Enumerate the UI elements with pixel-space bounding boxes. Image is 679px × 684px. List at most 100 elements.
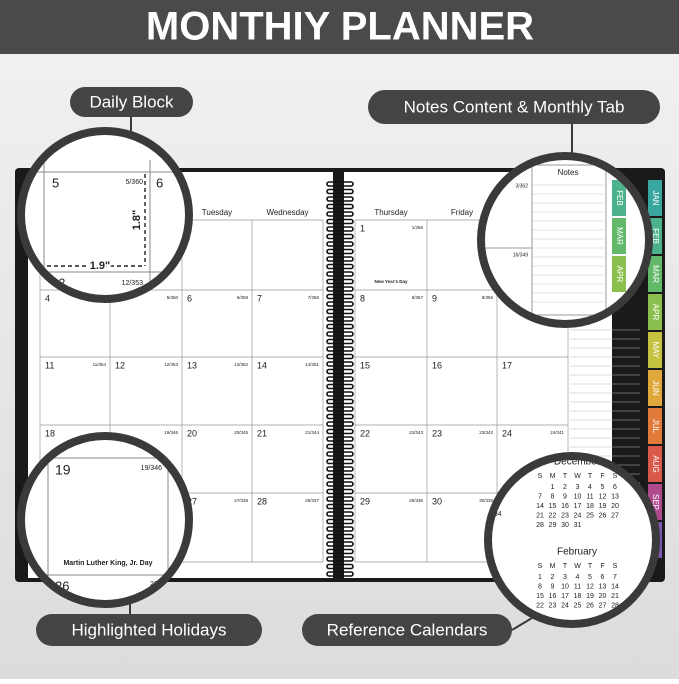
- title: MONTHIY PLANNER: [146, 5, 534, 49]
- day-number: 17: [502, 360, 512, 370]
- day-number: 1: [360, 223, 365, 233]
- spiral-loop: [326, 556, 354, 562]
- month-tab-label: FEB: [615, 190, 624, 206]
- day-of-year: 30/335: [479, 498, 493, 503]
- spiral-loop: [326, 436, 354, 442]
- weekday-header: Tuesday: [202, 208, 232, 217]
- day-number: 19: [55, 462, 71, 478]
- date: 3: [563, 574, 567, 581]
- month-tab: [648, 294, 662, 330]
- spiral-loop: [326, 331, 354, 337]
- spiral-loop: [326, 256, 354, 262]
- month-tab: [648, 180, 662, 216]
- weekday-header: Friday: [451, 208, 473, 217]
- month-tab-label: FEB: [651, 228, 660, 244]
- day-number: 12: [115, 360, 125, 370]
- day-number: 5: [52, 175, 59, 190]
- callout-label: Reference Calendars: [327, 620, 488, 639]
- month-tab-label: SEP: [651, 494, 660, 510]
- day-of-year: 29/336: [409, 498, 423, 503]
- date: 31: [574, 522, 582, 529]
- date: 8: [551, 493, 555, 500]
- day-of-year: 3/362: [515, 183, 528, 189]
- spiral-loop: [326, 248, 354, 255]
- month-tab-label: JAN: [651, 190, 660, 205]
- spiral-loop: [326, 481, 354, 487]
- callout-pill: [70, 87, 193, 117]
- date: 3: [576, 484, 580, 491]
- day-number: 23: [432, 428, 442, 438]
- connector: [511, 617, 533, 631]
- day-number: 21: [257, 428, 267, 438]
- weekday: M: [550, 473, 556, 480]
- spiral-loop: [326, 301, 354, 307]
- day-number: 7: [257, 293, 262, 303]
- spiral-loop: [326, 203, 354, 210]
- month-tab-label: JUN: [651, 380, 660, 396]
- day-of-year: 5/360: [125, 179, 143, 186]
- spiral-loop: [326, 548, 354, 555]
- day-of-year: 24/341: [550, 430, 564, 435]
- spiral-loop: [326, 271, 354, 277]
- callout-pill: [302, 614, 512, 646]
- weekday: S: [613, 563, 618, 570]
- month-tab-label: MAR: [651, 265, 660, 283]
- weekday: M: [550, 563, 556, 570]
- spiral-loop: [326, 533, 354, 540]
- spiral-loop: [326, 571, 354, 577]
- month-tab-label: JUL: [651, 419, 660, 434]
- date: 22: [549, 512, 557, 519]
- spiral-loop: [326, 188, 354, 195]
- date: 29: [549, 522, 557, 529]
- weekday: W: [574, 563, 581, 570]
- spiral-loop: [326, 406, 354, 412]
- title-bar: [0, 0, 679, 54]
- date: 9: [563, 493, 567, 500]
- day-number: 20: [187, 428, 197, 438]
- day-number: 16: [432, 360, 442, 370]
- spiral-loop: [326, 458, 354, 465]
- spiral-loop: [326, 181, 354, 187]
- spiral-loop: [326, 421, 354, 427]
- date: 20: [611, 503, 619, 510]
- day-of-year: 23/342: [479, 430, 493, 435]
- spiral-loop: [326, 323, 354, 330]
- day-of-year: 22/343: [409, 430, 423, 435]
- spiral-loop: [326, 278, 354, 285]
- callouts: Daily Block Notes Content & Monthly Tab Hi…: [36, 87, 660, 646]
- date: 6: [613, 484, 617, 491]
- day-of-year: 11/354: [93, 362, 107, 367]
- spiral-loop: [326, 361, 354, 367]
- month-tab: [648, 332, 662, 368]
- month-tab: [612, 180, 626, 216]
- spiral-loop: [326, 503, 354, 510]
- date: 21: [611, 593, 619, 600]
- date: 9: [551, 583, 555, 590]
- date: 25: [574, 602, 582, 609]
- month-tab: [648, 370, 662, 406]
- day-of-year: 13/352: [234, 362, 248, 367]
- date: 19: [599, 503, 607, 510]
- spiral: [326, 181, 354, 577]
- spiral-loop: [326, 496, 354, 502]
- day-of-year: 20/345: [234, 430, 248, 435]
- day-number: 22: [360, 428, 370, 438]
- magnifier-rim: [17, 127, 193, 303]
- notes-area: [531, 164, 607, 316]
- month-tab: [648, 256, 662, 292]
- date: 18: [574, 593, 582, 600]
- day-number: 8: [360, 293, 365, 303]
- magnifiers: 5 5/360 61.8"1.9"12 12/353Notes3/36216/349F…: [17, 127, 660, 628]
- spiral-loop: [326, 316, 354, 322]
- spiral-loop: [326, 428, 354, 435]
- date: 28: [536, 522, 544, 529]
- date: 27: [611, 512, 619, 519]
- date: 24: [574, 512, 582, 519]
- day-of-year: 19/346: [164, 430, 178, 435]
- spiral-loop: [326, 518, 354, 525]
- magnifier-lens: [488, 456, 656, 624]
- spiral-loop: [326, 473, 354, 480]
- callout-label: Daily Block: [89, 92, 174, 111]
- day-number: 29: [360, 496, 370, 506]
